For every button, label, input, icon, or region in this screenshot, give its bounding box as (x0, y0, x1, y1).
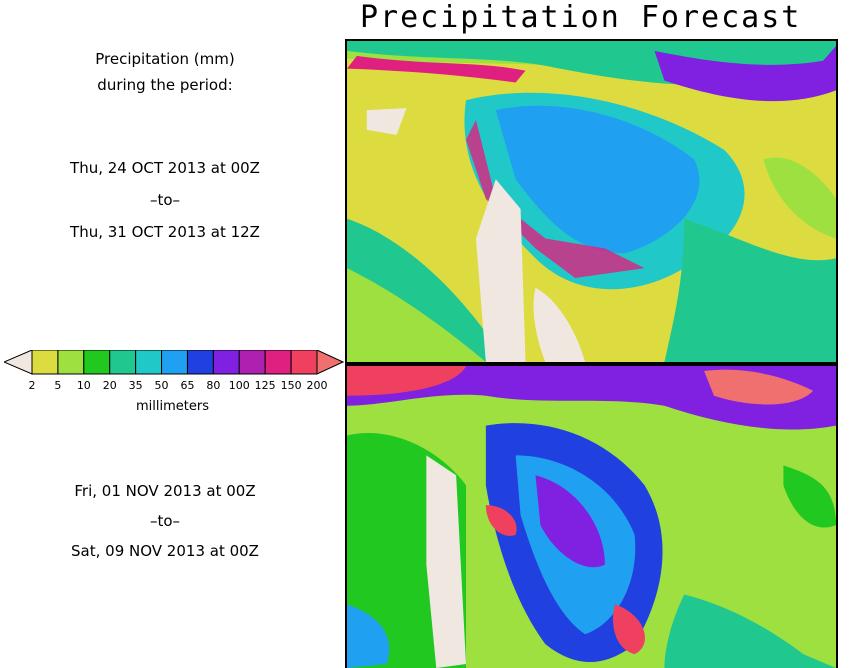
colorbar: 2 5 10 20 35 50 65 80 100 125 150 200 (4, 350, 344, 392)
colorbar-tick-label: 20 (103, 379, 117, 392)
colorbar-swatch (212, 350, 240, 375)
forecast-map-period2 (345, 364, 838, 668)
colorbar-swatch (31, 350, 59, 375)
colorbar-max-arrow (316, 350, 344, 375)
precip-field-1 (347, 41, 836, 362)
header-line1: Precipitation (mm) (95, 50, 235, 68)
colorbar-swatch (161, 350, 188, 375)
period1-to: –to– (149, 191, 181, 209)
colorbar-tick-label: 125 (255, 379, 276, 392)
colorbar-swatch (290, 350, 318, 375)
colorbar-swatch (57, 350, 85, 375)
forecast-map-period1 (345, 39, 838, 364)
colorbar-tick-label: 200 (307, 379, 328, 392)
legend-header: Precipitation (mm) during the period: (0, 46, 330, 98)
colorbar-tick-label: 100 (229, 379, 250, 392)
colorbar-tick-label: 10 (77, 379, 91, 392)
period2-start: Fri, 01 NOV 2013 at 00Z (74, 482, 256, 500)
precip-field-2 (347, 366, 836, 668)
colorbar-unit-label: millimeters (136, 399, 209, 414)
period2-to: –to– (149, 512, 181, 530)
colorbar-swatch (135, 350, 163, 375)
period1-end: Thu, 31 OCT 2013 at 12Z (70, 223, 260, 241)
header-line2: during the period: (97, 76, 233, 94)
colorbar-tick-label: 65 (180, 379, 194, 392)
period2-end: Sat, 09 NOV 2013 at 00Z (71, 542, 259, 560)
period2-block: Fri, 01 NOV 2013 at 00Z –to– Sat, 09 NOV… (0, 476, 330, 566)
page-title: Precipitation Forecast (360, 0, 802, 35)
colorbar-tick-label: 5 (54, 379, 61, 392)
colorbar-swatch (264, 350, 292, 375)
colorbar-swatches (4, 350, 344, 375)
colorbar-swatch (186, 350, 214, 375)
period1-start: Thu, 24 OCT 2013 at 00Z (70, 159, 260, 177)
colorbar-swatch (83, 350, 111, 375)
colorbar-min-arrow (4, 350, 33, 375)
colorbar-tick-label: 35 (129, 379, 143, 392)
colorbar-tick-label: 150 (281, 379, 302, 392)
colorbar-tick-label: 2 (29, 379, 36, 392)
colorbar-tick-label: 80 (206, 379, 220, 392)
colorbar-ticks: 2 5 10 20 35 50 65 80 100 125 150 200 (29, 379, 328, 392)
colorbar-swatch (109, 350, 137, 375)
period1-block: Thu, 24 OCT 2013 at 00Z –to– Thu, 31 OCT… (0, 152, 330, 248)
colorbar-swatch (238, 350, 266, 375)
colorbar-tick-label: 50 (155, 379, 169, 392)
